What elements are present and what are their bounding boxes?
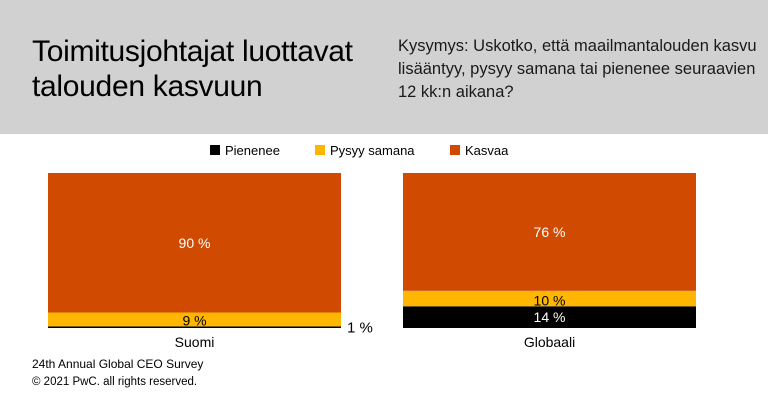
data-label-suomi-pienenee: 1 % [347,319,373,336]
data-label-globaali-pysyy-samana: 10 % [534,292,566,308]
page-title: Toimitusjohtajat luottavat talouden kasv… [32,35,353,103]
category-label-suomi: Suomi [175,334,215,349]
header-band: Toimitusjohtajat luottavat talouden kasv… [0,0,768,134]
survey-question: Kysymys: Uskotko, että maailmantalouden … [398,37,757,101]
bar-suomi-kasvaa [48,173,341,313]
legend-swatch-pysyy-samana [315,145,325,155]
bar-suomi-pienenee [48,326,341,328]
category-label-globaali: Globaali [524,334,575,349]
data-label-suomi-kasvaa: 90 % [179,235,211,251]
legend-label-pienenee: Pienenee [225,143,280,158]
bar-suomi-pysyy-samana [48,312,341,327]
data-label-globaali-pienenee: 14 % [534,309,566,325]
legend-swatch-kasvaa [450,145,460,155]
source-note: 24th Annual Global CEO Survey [32,357,204,371]
bar-globaali-kasvaa [403,173,696,291]
legend-label-kasvaa: Kasvaa [465,143,509,158]
bar-globaali-pienenee [403,306,696,328]
data-label-globaali-kasvaa: 76 % [534,224,566,240]
legend-label-pysyy-samana: Pysyy samana [330,143,415,158]
stacked-bar-chart: Pienenee Pysyy samana Kasvaa 1 % 9 % 90 % Suom… [48,143,696,349]
bar-globaali-pysyy-samana [403,290,696,307]
copyright-note: © 2021 PwC. all rights reserved. [32,376,198,388]
data-label-suomi-pysyy-samana: 9 % [182,312,206,328]
legend-swatch-pienenee [210,145,220,155]
